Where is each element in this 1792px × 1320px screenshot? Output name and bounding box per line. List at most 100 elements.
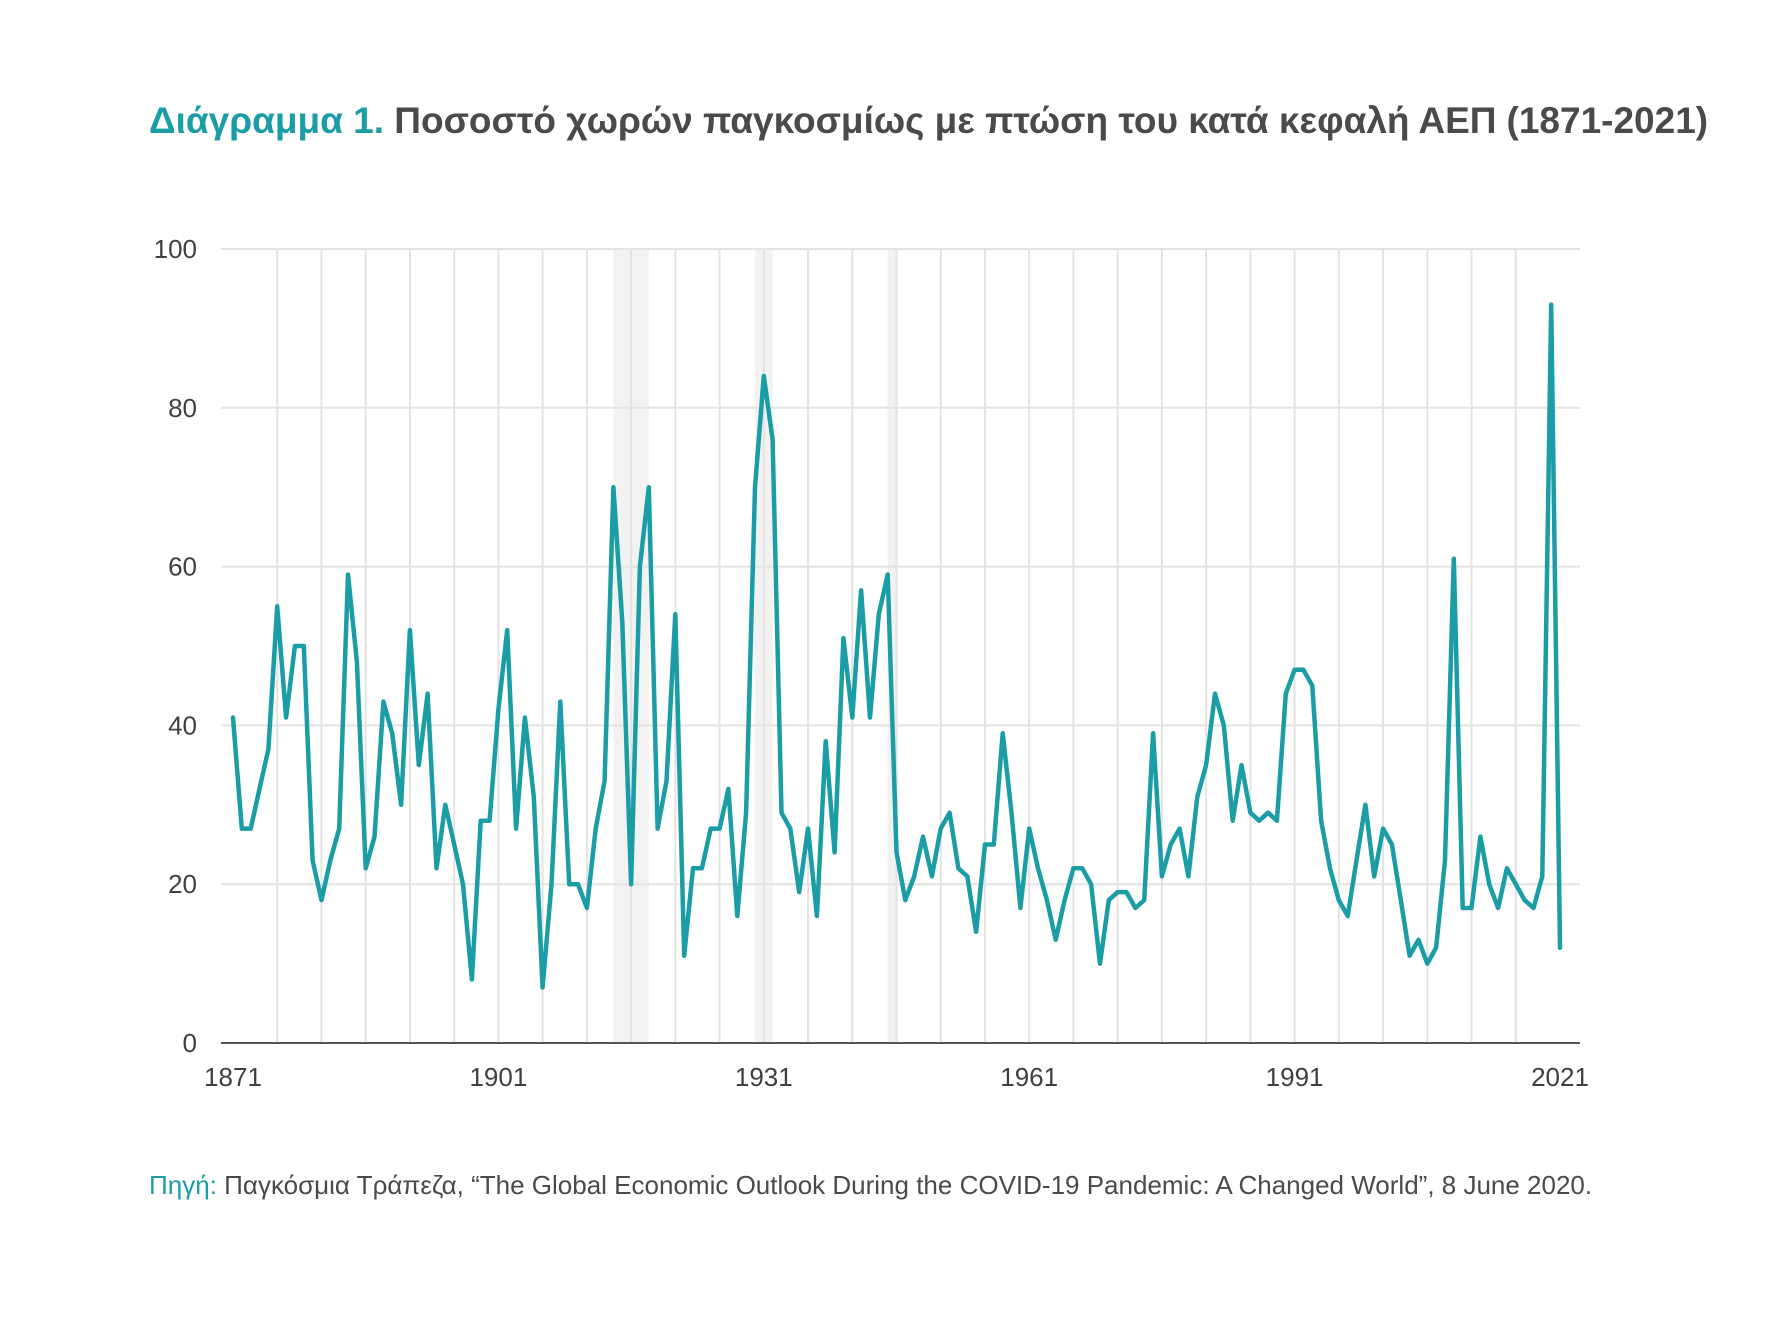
data-point-1905 (532, 795, 536, 799)
data-point-1929 (744, 811, 748, 815)
data-point-1942 (859, 588, 863, 592)
data-point-1888 (381, 700, 385, 704)
data-point-1935 (797, 890, 801, 894)
data-point-1928 (735, 914, 739, 918)
data-point-1949 (921, 835, 925, 839)
y-tick-label-0: 0 (183, 1028, 197, 1058)
data-point-1918 (647, 485, 651, 489)
data-point-1900 (488, 819, 492, 823)
data-point-2020 (1549, 303, 1553, 307)
data-point-1996 (1337, 898, 1341, 902)
data-point-1914 (611, 485, 615, 489)
data-point-1977 (1169, 843, 1173, 846)
data-point-1921 (673, 612, 677, 616)
data-point-1940 (841, 636, 845, 640)
data-point-2019 (1540, 874, 1544, 878)
gridlines (221, 248, 1580, 1043)
data-point-1962 (1036, 866, 1040, 870)
data-point-1872 (240, 827, 244, 831)
y-tick-label-20: 20 (168, 869, 197, 899)
data-point-1954 (965, 874, 969, 878)
data-point-1932 (771, 438, 775, 442)
y-axis-labels: 0 20 40 60 80 100 (154, 234, 197, 1058)
title-text: Ποσοστό χωρών παγκοσμίως με πτώση του κα… (394, 100, 1497, 141)
data-point-1911 (585, 906, 589, 910)
data-point-1989 (1275, 819, 1279, 823)
data-point-1889 (390, 731, 394, 735)
data-point-1978 (1178, 827, 1182, 831)
data-point-2006 (1425, 962, 1429, 966)
page-title: Διάγραμμα 1. Ποσοστό χωρών παγκοσμίως με… (149, 100, 1708, 142)
data-point-1990 (1284, 692, 1288, 696)
data-point-1956 (983, 843, 987, 846)
data-point-2011 (1470, 906, 1474, 910)
data-point-1975 (1151, 731, 1155, 735)
data-point-1878 (293, 644, 297, 648)
title-years: (1871-2021) (1506, 100, 1709, 141)
series-group (230, 302, 1563, 990)
data-point-1904 (523, 715, 527, 719)
data-point-2015 (1505, 866, 1509, 870)
data-point-1987 (1257, 819, 1261, 823)
data-point-1922 (682, 954, 686, 958)
data-point-1984 (1231, 819, 1235, 823)
data-point-1924 (700, 866, 704, 870)
data-point-1916 (629, 882, 633, 886)
data-point-2021 (1558, 946, 1562, 950)
data-point-2001 (1381, 827, 1385, 831)
data-point-1915 (620, 620, 624, 624)
data-point-1879 (302, 644, 306, 648)
data-point-1981 (1204, 763, 1208, 767)
data-point-1938 (824, 739, 828, 743)
data-point-1875 (266, 747, 270, 751)
data-point-2017 (1523, 898, 1527, 902)
data-point-1874 (258, 787, 262, 791)
data-point-1896 (452, 843, 456, 846)
data-point-1952 (948, 811, 952, 815)
data-point-1994 (1319, 819, 1323, 823)
data-point-1883 (337, 827, 341, 831)
data-point-1903 (514, 827, 518, 831)
data-point-1873 (249, 827, 253, 831)
data-point-1876 (275, 604, 279, 608)
data-point-1944 (877, 612, 881, 616)
data-point-1881 (319, 898, 323, 902)
data-point-1964 (1054, 938, 1058, 942)
data-point-1947 (903, 898, 907, 902)
shaded-period-3 (887, 249, 898, 1043)
data-point-1967 (1080, 866, 1084, 870)
data-point-1908 (558, 700, 562, 704)
data-point-1983 (1222, 723, 1226, 727)
data-point-1890 (399, 803, 403, 807)
data-point-2004 (1408, 954, 1412, 958)
source-label: Πηγή: (149, 1170, 217, 1200)
data-point-1997 (1346, 914, 1350, 918)
data-point-1960 (1018, 906, 1022, 910)
data-point-1926 (718, 827, 722, 831)
data-point-1974 (1142, 898, 1146, 902)
data-point-1891 (408, 628, 412, 632)
data-point-1886 (364, 866, 368, 870)
source-note: Πηγή: Παγκόσμια Τράπεζα, “The Global Eco… (149, 1170, 1592, 1201)
data-point-1995 (1328, 866, 1332, 870)
x-tick-label-1991: 1991 (1266, 1062, 1324, 1092)
data-point-1919 (656, 827, 660, 831)
data-point-1939 (833, 850, 837, 854)
data-point-1959 (1010, 811, 1014, 815)
y-tick-label-60: 60 (168, 552, 197, 582)
x-tick-label-1961: 1961 (1000, 1062, 1058, 1092)
data-point-2009 (1452, 557, 1456, 561)
data-point-2000 (1372, 874, 1376, 878)
data-point-1917 (638, 565, 642, 569)
data-point-1897 (461, 882, 465, 886)
data-point-1871 (231, 715, 235, 719)
data-point-2005 (1416, 938, 1420, 942)
data-point-1907 (549, 882, 553, 886)
data-point-1877 (284, 715, 288, 719)
data-point-1898 (470, 977, 474, 981)
data-point-1961 (1027, 827, 1031, 831)
data-point-1943 (868, 715, 872, 719)
data-point-2010 (1461, 906, 1465, 910)
data-point-1931 (762, 374, 766, 378)
data-point-1972 (1125, 890, 1129, 894)
